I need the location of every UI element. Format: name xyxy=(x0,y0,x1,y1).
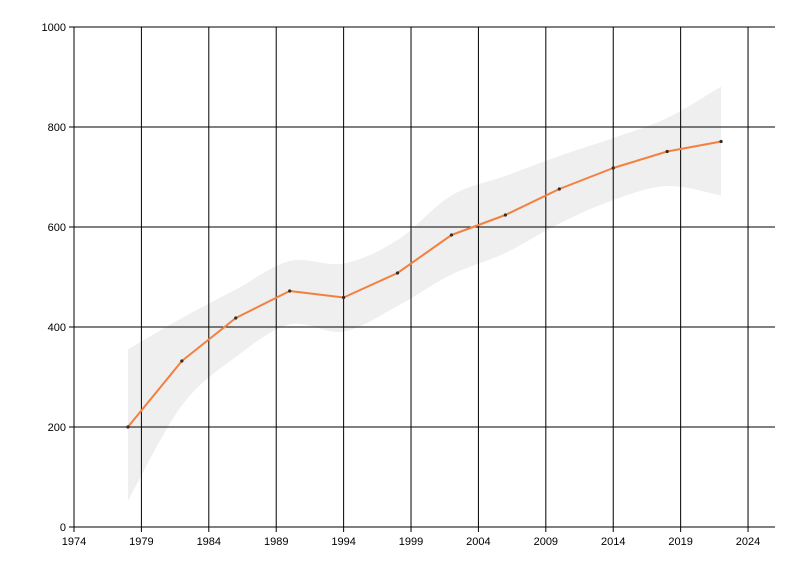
x-tick-label: 2019 xyxy=(668,536,692,548)
y-tick-label: 200 xyxy=(48,422,66,434)
y-tick-label: 600 xyxy=(48,222,66,234)
data-point xyxy=(557,187,561,191)
y-tick-label: 1000 xyxy=(42,22,66,34)
data-point xyxy=(449,233,454,237)
data-point xyxy=(342,295,346,300)
x-tick-label: 1984 xyxy=(197,536,221,548)
series-line-0 xyxy=(127,140,722,428)
data-point xyxy=(719,139,723,144)
data-point xyxy=(234,316,238,320)
y-tick-label: 400 xyxy=(48,322,66,334)
data-point xyxy=(611,166,615,170)
data-point xyxy=(665,149,669,154)
x-tick-label: 1994 xyxy=(331,536,355,548)
data-point xyxy=(395,271,400,275)
y-tick-label: 800 xyxy=(48,122,66,134)
x-tick-label: 2009 xyxy=(534,536,558,548)
data-point xyxy=(180,359,184,363)
gridlines xyxy=(74,26,775,527)
x-tick-label: 1999 xyxy=(399,536,423,548)
series-layer xyxy=(126,139,723,429)
x-tick-label: 2014 xyxy=(601,536,625,548)
x-tick-label: 1979 xyxy=(129,536,153,548)
data-point xyxy=(288,289,292,293)
x-tick-label: 1974 xyxy=(62,536,86,548)
x-tick-label: 2004 xyxy=(466,536,490,548)
data-point xyxy=(126,425,130,429)
data-point xyxy=(503,213,507,217)
x-tick-label: 1989 xyxy=(264,536,288,548)
confidence-band-0 xyxy=(127,86,722,501)
y-tick-label: 0 xyxy=(60,522,66,534)
axes: 1974 1979 1984 1989 1994 1999 2004 2009 2014 2019… xyxy=(42,22,775,548)
confidence-band-layer xyxy=(127,86,722,501)
x-tick-label: 2024 xyxy=(736,536,760,548)
